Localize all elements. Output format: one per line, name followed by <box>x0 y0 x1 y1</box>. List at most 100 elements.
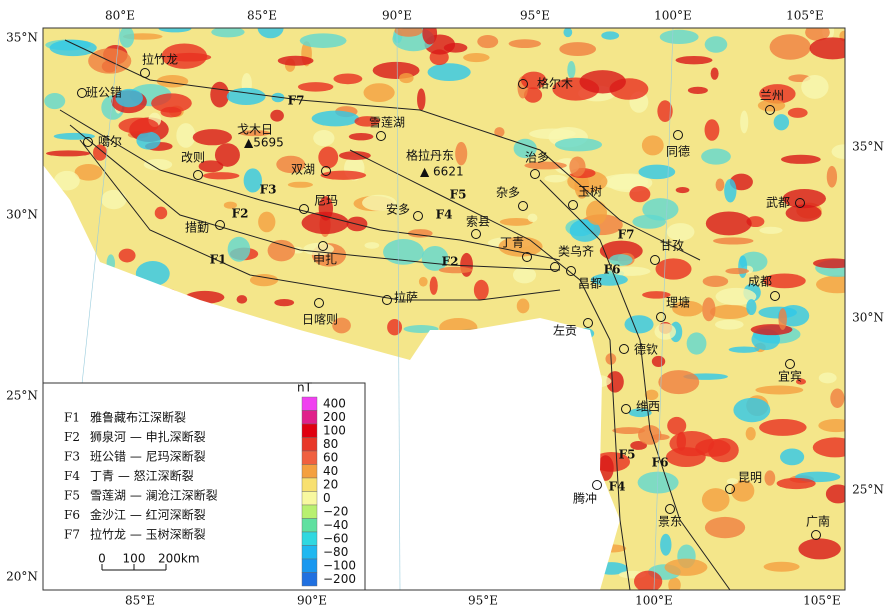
fault-label: F7 <box>288 94 305 108</box>
coord-label: 25°N <box>852 483 884 497</box>
anomaly-patch <box>704 119 720 141</box>
anomaly-patch <box>818 372 837 384</box>
place-label: 日喀则 <box>302 313 338 327</box>
colorbar-swatch <box>301 545 318 560</box>
anomaly-patch <box>785 204 822 222</box>
place-label: 维西 <box>636 400 660 414</box>
place-marker <box>77 88 87 98</box>
place-marker <box>376 131 386 141</box>
anomaly-patch <box>276 155 306 174</box>
colorbar-unit: nT <box>297 381 313 395</box>
anomaly-patch <box>311 110 360 127</box>
anomaly-patch <box>512 266 537 284</box>
anomaly-patch <box>733 397 771 423</box>
anomaly-patch <box>348 132 374 141</box>
anomaly-patch <box>705 211 752 236</box>
fault-label: F4 <box>436 208 453 222</box>
place-marker <box>299 204 309 214</box>
anomaly-patch <box>782 188 826 209</box>
colorbar-swatch <box>301 491 318 506</box>
anomaly-patch <box>362 194 397 211</box>
anomaly-patch <box>210 81 230 108</box>
anomaly-patch <box>299 33 347 48</box>
anomaly-patch <box>728 346 760 353</box>
legend-code: F5 <box>64 489 80 503</box>
place-marker <box>621 404 631 414</box>
place-marker <box>811 530 821 540</box>
anomaly-patch <box>726 478 739 485</box>
peak-name: 戈木日 <box>237 123 273 137</box>
coord-label: 30°N <box>852 311 884 325</box>
fault-line <box>79 139 561 301</box>
anomaly-patch <box>738 255 748 279</box>
colorbar-swatch <box>301 518 318 533</box>
legend-name: 拉竹龙 — 玉树深断裂 <box>90 527 206 542</box>
coord-label: 90°E <box>297 594 327 608</box>
fault-label: F7 <box>618 228 635 242</box>
coord-label: 105°E <box>786 9 824 23</box>
colorbar-label: 20 <box>323 477 338 491</box>
scale-label: 200km <box>158 552 200 566</box>
fault-line <box>64 39 701 261</box>
anomaly-patch <box>427 63 471 82</box>
anomaly-patch <box>417 88 426 111</box>
place-marker <box>193 170 203 180</box>
anomaly-patch <box>559 42 597 57</box>
anomaly-patch <box>422 28 438 45</box>
coord-label: 80°E <box>105 9 135 23</box>
coord-label: 85°E <box>247 9 277 23</box>
anomaly-patch <box>332 317 351 334</box>
anomaly-patch <box>831 144 845 159</box>
colorbar-label: 200 <box>323 410 346 424</box>
anomaly-patch <box>759 226 783 234</box>
anomaly-patch <box>516 298 530 314</box>
place-label: 尼玛 <box>314 194 338 208</box>
anomaly-patch <box>675 55 713 65</box>
anomaly-patch <box>715 319 744 330</box>
anomaly-patch <box>750 324 793 336</box>
legend-name: 雪莲湖 — 澜沧江深断裂 <box>90 488 218 503</box>
anomaly-patch <box>764 470 776 486</box>
anomaly-patch <box>672 300 703 317</box>
place-marker <box>650 255 660 265</box>
anomaly-patch <box>609 254 633 266</box>
legend-code: F6 <box>64 508 80 522</box>
legend-code: F4 <box>64 469 80 483</box>
anomaly-patch <box>812 437 845 458</box>
anomaly-patch <box>763 273 806 289</box>
anomaly-patch <box>586 200 608 225</box>
anomaly-patch <box>74 163 103 181</box>
anomaly-patch <box>701 488 730 512</box>
place-marker <box>583 318 593 328</box>
graticule <box>396 28 401 590</box>
anomaly-patch <box>813 258 845 269</box>
place-label: 昌都 <box>578 277 602 291</box>
colorbar-swatch <box>301 572 318 587</box>
anomaly-patch <box>590 273 628 286</box>
anomaly-patch <box>364 242 380 249</box>
place-label: 拉竹龙 <box>142 52 178 67</box>
anomaly-patch <box>641 135 664 156</box>
anomaly-patch <box>399 72 414 84</box>
place-label: 德钦 <box>634 342 658 357</box>
anomaly-patch <box>669 430 715 457</box>
anomaly-patch <box>318 146 339 169</box>
anomaly-patch <box>825 484 845 504</box>
place-label: 类乌齐 <box>558 244 594 259</box>
place-marker <box>215 220 225 230</box>
anomaly-patch <box>267 239 296 262</box>
anomaly-patch <box>606 371 624 393</box>
anomaly-patch <box>675 186 690 194</box>
colorbar-label: −80 <box>323 545 348 559</box>
anomaly-patch <box>160 106 182 118</box>
place-marker <box>321 166 331 176</box>
anomaly-patch <box>49 39 97 57</box>
anomaly-patch <box>93 144 108 161</box>
anomaly-patch <box>660 533 672 556</box>
anomaly-patch <box>544 174 567 183</box>
coord-label: 95°E <box>520 9 550 23</box>
peak-height: ▲5695 <box>244 136 284 150</box>
anomaly-patch <box>527 213 538 223</box>
anomaly-patch <box>44 93 66 110</box>
coord-label: 100°E <box>635 594 673 608</box>
